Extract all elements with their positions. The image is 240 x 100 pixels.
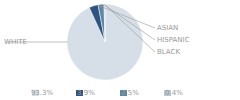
svg-text:3.9%: 3.9% xyxy=(77,89,95,97)
svg-text:93.3%: 93.3% xyxy=(31,89,54,97)
svg-text:2.5%: 2.5% xyxy=(121,89,139,97)
svg-text:BLACK: BLACK xyxy=(157,48,180,56)
svg-text:ASIAN: ASIAN xyxy=(157,24,178,32)
svg-text:WHITE: WHITE xyxy=(4,38,27,46)
svg-text:HISPANIC: HISPANIC xyxy=(157,36,190,44)
svg-text:0.4%: 0.4% xyxy=(165,89,183,97)
